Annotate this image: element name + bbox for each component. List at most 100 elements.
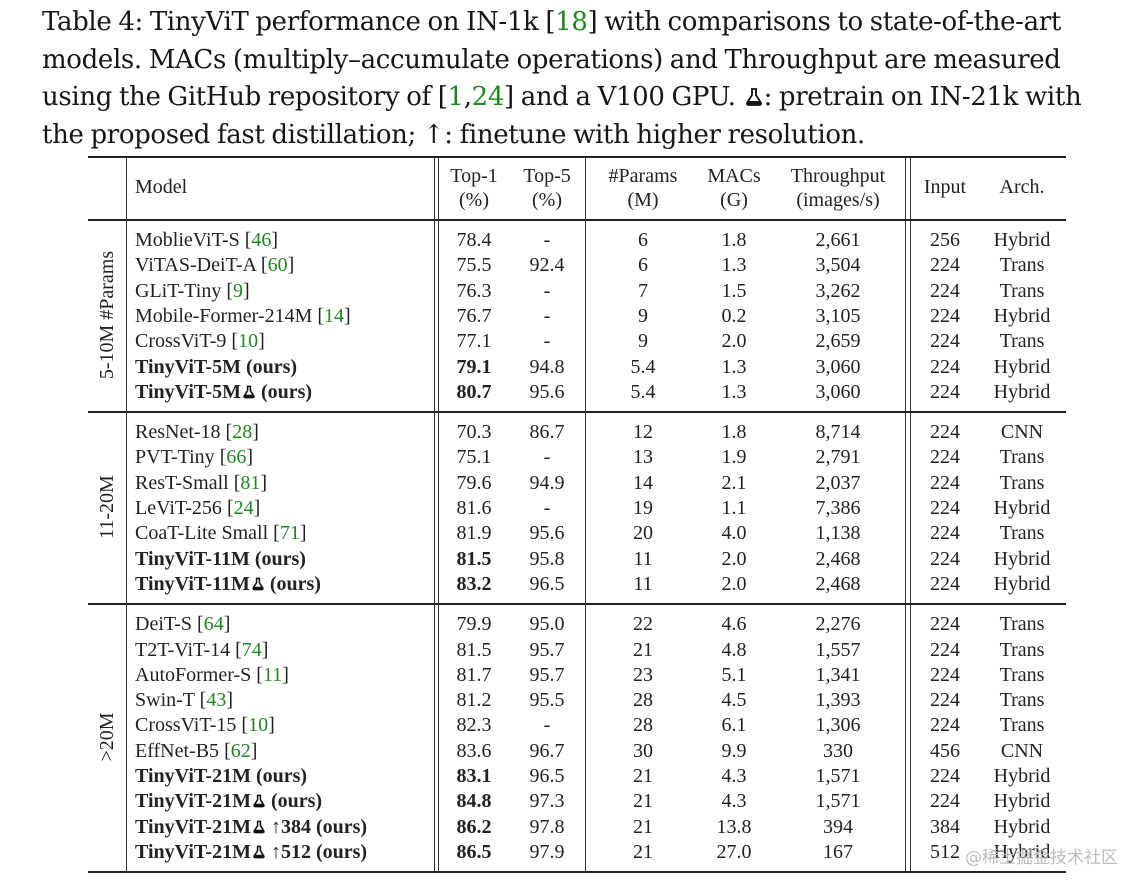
params-value: 21 <box>633 638 653 661</box>
group-rule <box>88 411 1066 414</box>
citation-link[interactable]: 10 <box>238 330 259 353</box>
model-label: ViTAS-DeiT-A <box>135 254 256 277</box>
citation-link[interactable]: 62 <box>230 739 251 762</box>
column-divider <box>905 158 906 872</box>
citation-link[interactable]: 10 <box>248 714 269 737</box>
model-name: TinyViT-21M ↑384 (ours) <box>135 816 367 839</box>
model-suffix: ↑512 (ours) <box>265 840 368 863</box>
model-label: Mobile-Former-214M <box>135 304 313 327</box>
params-value: 9 <box>638 304 648 327</box>
flask-icon <box>242 385 256 399</box>
top5-value: - <box>543 279 551 302</box>
params-value: 30 <box>633 739 653 762</box>
model-suffix: (ours) <box>240 355 298 378</box>
macs-value: 4.8 <box>721 638 747 661</box>
header-macs-line2: (G) <box>720 189 748 211</box>
input-value: 224 <box>930 638 960 661</box>
model-name: MoblieViT-S [46] <box>135 229 279 251</box>
macs-value: 9.9 <box>721 739 747 762</box>
arch-value: Hybrid <box>993 765 1051 787</box>
top1-value: 70.3 <box>456 421 492 444</box>
arch-value: Hybrid <box>993 547 1051 570</box>
citation-link[interactable]: 66 <box>226 446 247 469</box>
header-macs-line1: MACs <box>707 165 761 187</box>
citation-link[interactable]: 14 <box>324 304 345 327</box>
citation-link[interactable]: 18 <box>555 7 588 37</box>
arch-value: Hybrid <box>993 380 1051 403</box>
top5-value: - <box>543 497 551 519</box>
model-label: Swin-T <box>135 689 195 712</box>
input-value: 224 <box>930 446 960 469</box>
top5-value: 95.7 <box>529 638 565 661</box>
model-name: Swin-T [43] <box>135 689 233 712</box>
throughput-value: 2,037 <box>815 471 861 494</box>
citation-link[interactable]: 71 <box>279 522 300 545</box>
arch-value: Hybrid <box>993 229 1051 251</box>
citation-link[interactable]: 46 <box>251 229 272 251</box>
citation-link[interactable]: 74 <box>241 638 262 661</box>
throughput-value: 2,468 <box>815 572 861 595</box>
macs-value: 2.0 <box>721 330 747 353</box>
model-name: TinyViT-11M (ours) <box>135 573 321 596</box>
top1-value: 77.1 <box>456 330 492 353</box>
macs-value: 4.0 <box>721 522 747 545</box>
citation-link[interactable]: 60 <box>267 254 288 277</box>
citation-link[interactable]: 24 <box>471 82 505 112</box>
input-value: 224 <box>930 790 960 813</box>
citation-link[interactable]: 64 <box>203 613 224 636</box>
table-caption: Table 4: TinyViT performance on IN-1k [1… <box>42 7 1082 150</box>
throughput-value: 8,714 <box>815 421 861 444</box>
params-value: 9 <box>638 330 648 353</box>
params-value: 21 <box>633 790 653 813</box>
params-value: 11 <box>633 572 653 595</box>
model-name: TinyViT-5M (ours) <box>135 381 312 404</box>
model-label: TinyViT-11M <box>135 547 250 570</box>
arch-value: CNN <box>1000 421 1044 444</box>
top5-value: - <box>543 446 551 469</box>
top1-value: 84.8 <box>456 790 492 813</box>
citation-link[interactable]: 43 <box>206 689 227 712</box>
citation-link[interactable]: 81 <box>240 471 261 494</box>
macs-value: 2.0 <box>721 572 747 595</box>
citation-link[interactable]: 9 <box>233 279 243 302</box>
params-value: 13 <box>633 446 653 469</box>
top1-value: 82.3 <box>456 714 492 737</box>
citation-link[interactable]: 28 <box>232 421 253 444</box>
params-value: 5.4 <box>630 380 656 403</box>
model-label: TinyViT-21M <box>135 840 251 863</box>
citation-link[interactable]: 24 <box>233 497 254 519</box>
header-model: Model <box>135 176 188 198</box>
input-value: 224 <box>930 714 960 737</box>
arch-value: Trans <box>999 663 1045 686</box>
macs-value: 1.3 <box>721 254 747 277</box>
top1-value: 80.7 <box>456 380 492 403</box>
top5-value: 96.7 <box>529 739 565 762</box>
top5-value: 95.5 <box>529 689 565 712</box>
header-top5: Top-5 (%) <box>512 164 582 212</box>
params-value: 28 <box>633 689 653 712</box>
top1-value: 81.9 <box>456 522 492 545</box>
top1-value: 86.5 <box>456 840 492 863</box>
model-label: TinyViT-11M <box>135 572 250 595</box>
input-value: 224 <box>930 380 960 403</box>
top5-value: 96.5 <box>529 765 565 787</box>
citation-link[interactable]: 1 <box>447 82 465 112</box>
top1-value: 78.4 <box>456 229 492 251</box>
model-name: TinyViT-11M (ours) <box>135 548 306 571</box>
params-value: 5.4 <box>630 355 656 378</box>
flask-icon <box>744 87 764 107</box>
macs-value: 1.1 <box>721 497 747 519</box>
top5-value: 92.4 <box>529 254 565 277</box>
arch-value: Hybrid <box>993 497 1051 519</box>
arch-value: Trans <box>999 446 1045 469</box>
header-top1-line1: Top-1 <box>450 165 498 187</box>
citation-link[interactable]: 11 <box>262 663 283 686</box>
header-top5-line1: Top-5 <box>523 165 571 187</box>
model-label: TinyViT-21M <box>135 790 251 813</box>
column-divider <box>585 158 586 872</box>
model-name: GLiT-Tiny [9] <box>135 279 250 302</box>
top5-value: 94.8 <box>529 355 565 378</box>
top5-value: - <box>543 229 551 251</box>
arch-value: Trans <box>999 638 1045 661</box>
arch-value: Hybrid <box>993 790 1051 813</box>
